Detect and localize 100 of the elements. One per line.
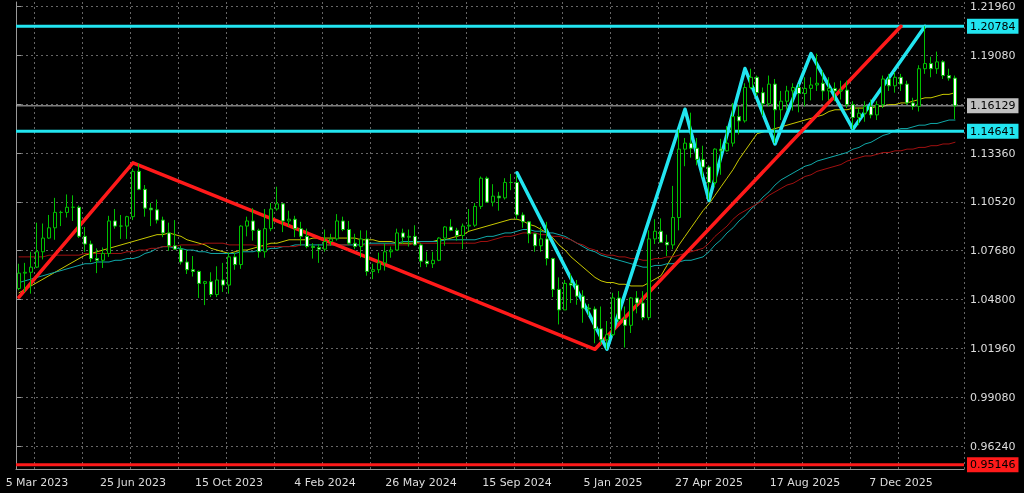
candlestick: [137, 162, 141, 191]
candlestick: [281, 202, 285, 233]
candlestick: [167, 222, 171, 252]
candlestick: [635, 290, 639, 314]
candlestick: [41, 223, 45, 260]
candlestick: [299, 221, 303, 247]
candlestick: [623, 305, 627, 349]
candlestick: [659, 217, 663, 243]
candlestick: [53, 197, 57, 241]
candlestick: [23, 262, 27, 293]
candlestick: [563, 279, 567, 311]
candlestick: [47, 214, 51, 240]
candlestick: [791, 82, 795, 112]
candlestick: [857, 107, 861, 126]
ref-line-label: 1.16129: [970, 99, 1016, 113]
candlestick: [701, 145, 705, 178]
y-tick-label: 1.01960: [970, 341, 1016, 355]
candlestick: [353, 233, 357, 250]
candlestick: [203, 280, 207, 306]
candlestick: [71, 194, 75, 222]
x-tick-label: 5 Jan 2025: [583, 476, 643, 489]
candlestick: [449, 218, 453, 232]
candlestick: [683, 137, 687, 167]
candlestick: [221, 262, 225, 293]
y-tick-label: 0.99080: [970, 391, 1016, 404]
candlestick: [287, 210, 291, 227]
candlestick: [245, 216, 249, 237]
candlestick: [809, 76, 813, 101]
candlestick: [521, 211, 525, 229]
y-tick-label: 1.21960: [970, 0, 1016, 13]
candlestick: [719, 138, 723, 176]
y-tick-label: 1.10520: [970, 195, 1016, 209]
candlestick: [641, 290, 645, 321]
candlestick: [323, 229, 327, 253]
candlestick: [239, 224, 243, 270]
candlestick: [863, 100, 867, 123]
candlestick: [587, 303, 591, 317]
candlestick: [125, 215, 129, 240]
candlestick: [725, 125, 729, 153]
candlestick: [731, 102, 735, 148]
x-tick-label: 5 Mar 2023: [5, 476, 69, 489]
candlestick: [269, 202, 273, 232]
candlestick: [821, 69, 825, 101]
candlestick: [779, 90, 783, 121]
candlestick: [359, 229, 363, 259]
candlestick: [35, 222, 39, 269]
candlestick: [161, 216, 165, 238]
candlestick: [515, 174, 519, 220]
ref-line-label: 1.14641: [970, 124, 1016, 138]
candlestick: [401, 228, 405, 245]
candlestick: [647, 229, 651, 321]
y-tick-label: 1.19080: [970, 48, 1016, 62]
candlestick: [869, 99, 873, 119]
candlestick: [503, 177, 507, 201]
candlestick: [413, 224, 417, 247]
candlestick: [851, 100, 855, 130]
candlestick: [899, 73, 903, 92]
candlestick: [179, 245, 183, 266]
candlestick: [617, 290, 621, 323]
candlestick: [749, 68, 753, 90]
candlestick: [197, 270, 201, 299]
candlestick: [815, 53, 819, 92]
candlestick: [233, 252, 237, 271]
candlestick: [605, 320, 609, 350]
candlestick: [833, 81, 837, 102]
candlestick: [185, 249, 189, 275]
candlestick: [557, 276, 561, 325]
candlestick: [443, 225, 447, 247]
x-tick-label: 15 Sep 2024: [482, 476, 552, 489]
candlestick: [275, 186, 279, 212]
candlestick: [143, 184, 147, 218]
candlestick: [113, 208, 117, 230]
candlestick: [395, 228, 399, 252]
candlestick: [917, 64, 921, 112]
candlestick: [755, 75, 759, 97]
candlestick: [905, 80, 909, 106]
candlestick: [947, 68, 951, 82]
candlestick: [761, 87, 765, 117]
candlestick: [497, 191, 501, 212]
candlestick: [653, 218, 657, 245]
candlestick: [509, 173, 513, 191]
candlestick: [407, 229, 411, 248]
x-tick-label: 25 Jun 2023: [99, 476, 167, 489]
candlestick: [671, 185, 675, 250]
candlestick: [101, 246, 105, 269]
candlestick: [527, 220, 531, 244]
candlestick: [737, 104, 741, 136]
candlestick: [575, 279, 579, 306]
x-tick-label: 17 Aug 2025: [769, 476, 841, 489]
candlestick: [845, 80, 849, 109]
candlestick: [335, 213, 339, 242]
candlestick: [65, 193, 69, 219]
candlestick: [593, 305, 597, 344]
candlestick: [305, 228, 309, 249]
candlestick: [911, 97, 915, 111]
candlestick: [263, 208, 267, 259]
candlestick: [371, 263, 375, 280]
candlestick: [473, 202, 477, 228]
candlestick: [77, 205, 81, 239]
candlestick: [95, 247, 99, 274]
